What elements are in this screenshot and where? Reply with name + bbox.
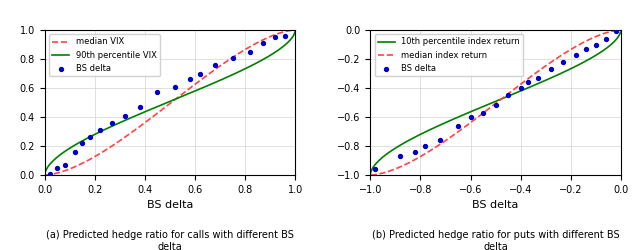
median VIX <box>42 174 49 176</box>
BS delta <box>185 77 195 81</box>
BS delta <box>95 128 105 132</box>
median VIX <box>221 61 228 64</box>
X-axis label: BS delta: BS delta <box>147 200 193 210</box>
90th percentile VIX <box>221 77 228 80</box>
BS delta <box>45 172 55 175</box>
BS delta <box>515 86 525 90</box>
median VIX <box>291 28 299 32</box>
BS delta <box>611 30 621 34</box>
90th percentile VIX <box>42 171 49 174</box>
BS delta <box>210 63 220 67</box>
90th percentile VIX <box>223 76 230 79</box>
Title: (b) Predicted hedge ratio for puts with different BS
delta: (b) Predicted hedge ratio for puts with … <box>372 230 620 250</box>
10th percentile index return <box>367 171 374 174</box>
median index return <box>547 61 554 64</box>
10th percentile index return <box>547 77 554 80</box>
10th percentile index return <box>612 38 620 41</box>
BS delta <box>371 167 381 171</box>
BS delta <box>120 114 130 117</box>
BS delta <box>270 35 280 39</box>
BS delta <box>195 72 205 76</box>
Line: median VIX: median VIX <box>45 30 295 175</box>
BS delta <box>490 104 500 108</box>
Line: 90th percentile VIX: 90th percentile VIX <box>45 32 295 172</box>
Line: 10th percentile index return: 10th percentile index return <box>371 32 621 172</box>
BS delta <box>70 150 80 154</box>
BS delta <box>152 90 163 94</box>
90th percentile VIX <box>231 72 239 75</box>
10th percentile index return <box>615 34 623 37</box>
10th percentile index return <box>556 72 564 75</box>
BS delta <box>435 138 445 142</box>
BS delta <box>453 124 463 128</box>
BS delta <box>571 53 581 57</box>
BS delta <box>465 115 476 119</box>
BS delta <box>545 67 556 71</box>
BS delta <box>591 42 601 46</box>
BS delta <box>280 34 291 38</box>
Line: median index return: median index return <box>371 30 621 175</box>
median index return <box>617 28 625 32</box>
Legend: median VIX, 90th percentile VIX, BS delta: median VIX, 90th percentile VIX, BS delt… <box>49 34 160 76</box>
BS delta <box>558 60 568 64</box>
10th percentile index return <box>617 30 625 34</box>
BS delta <box>533 76 543 80</box>
90th percentile VIX <box>291 30 299 34</box>
median VIX <box>42 174 49 176</box>
90th percentile VIX <box>290 34 298 37</box>
90th percentile VIX <box>42 171 49 174</box>
BS delta <box>580 47 591 51</box>
BS delta <box>108 121 118 125</box>
median VIX <box>231 54 239 58</box>
Legend: 10th percentile index return, median index return, BS delta: 10th percentile index return, median ind… <box>374 34 524 76</box>
90th percentile VIX <box>287 38 294 41</box>
median index return <box>615 28 623 32</box>
X-axis label: BS delta: BS delta <box>472 200 519 210</box>
BS delta <box>84 135 95 139</box>
BS delta <box>135 105 145 109</box>
BS delta <box>396 154 406 158</box>
BS delta <box>503 93 513 97</box>
BS delta <box>478 111 488 115</box>
BS delta <box>60 163 70 167</box>
BS delta <box>420 144 431 148</box>
BS delta <box>227 56 237 60</box>
10th percentile index return <box>548 76 556 79</box>
median VIX <box>287 29 294 32</box>
median index return <box>367 174 374 176</box>
median VIX <box>290 28 298 32</box>
10th percentile index return <box>367 171 374 174</box>
BS delta <box>170 84 180 88</box>
median index return <box>612 29 620 32</box>
median index return <box>556 54 564 58</box>
median VIX <box>223 60 230 63</box>
median index return <box>367 174 374 176</box>
BS delta <box>52 166 63 170</box>
BS delta <box>601 37 611 41</box>
BS delta <box>245 50 255 54</box>
Title: (a) Predicted hedge ratio for calls with different BS
delta: (a) Predicted hedge ratio for calls with… <box>46 230 294 250</box>
BS delta <box>410 150 420 154</box>
median index return <box>548 60 556 63</box>
BS delta <box>523 80 533 84</box>
BS delta <box>257 41 268 45</box>
BS delta <box>77 141 88 145</box>
